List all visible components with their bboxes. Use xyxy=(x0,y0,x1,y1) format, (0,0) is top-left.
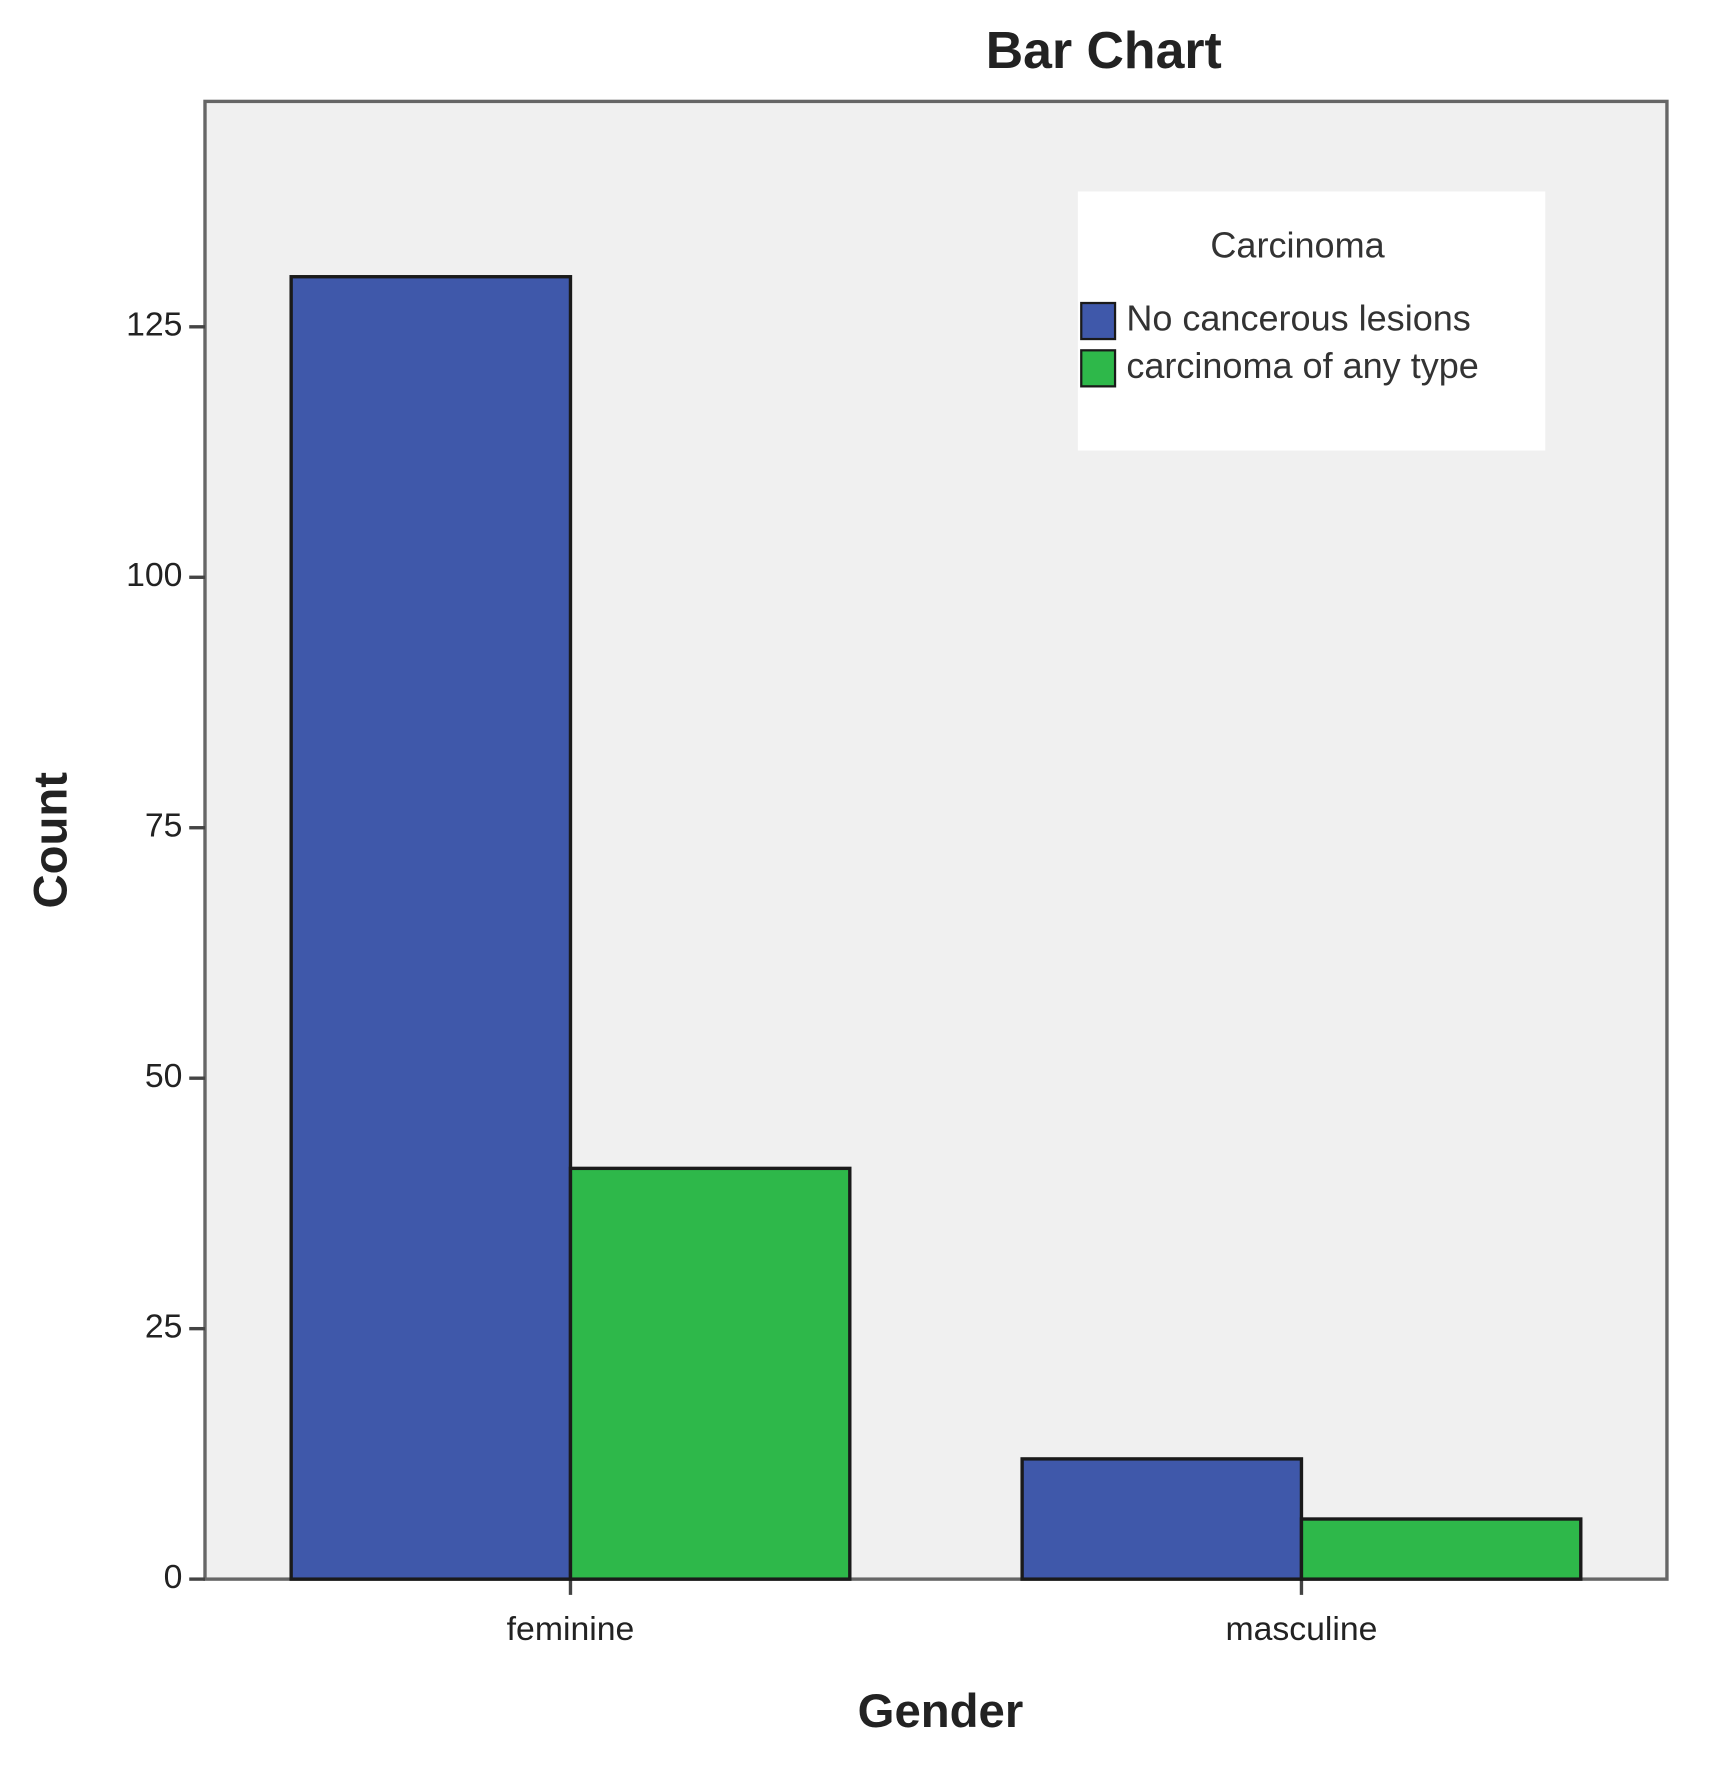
y-axis-title: Count xyxy=(25,772,78,909)
bar xyxy=(289,275,573,1581)
x-axis-title: Gender xyxy=(858,1685,1024,1738)
y-tick-label: 25 xyxy=(145,1308,183,1346)
legend-label: carcinoma of any type xyxy=(1126,345,1478,386)
x-tick-label: feminine xyxy=(507,1610,635,1648)
y-tick-label: 50 xyxy=(145,1057,183,1095)
bar xyxy=(1020,1457,1304,1581)
legend-title: Carcinoma xyxy=(1210,224,1385,265)
legend-label: No cancerous lesions xyxy=(1126,298,1470,339)
y-tick-label: 0 xyxy=(164,1558,183,1596)
y-tick-label: 100 xyxy=(126,556,182,594)
y-tick-label: 75 xyxy=(145,807,183,845)
bar xyxy=(568,1166,852,1581)
legend-box xyxy=(1077,191,1546,451)
x-tick-label: masculine xyxy=(1225,1610,1377,1648)
legend-swatch xyxy=(1080,349,1117,388)
bar xyxy=(1299,1517,1583,1581)
legend-swatch xyxy=(1080,301,1117,341)
chart-title: Bar Chart xyxy=(986,21,1222,79)
y-tick-label: 125 xyxy=(126,306,182,344)
